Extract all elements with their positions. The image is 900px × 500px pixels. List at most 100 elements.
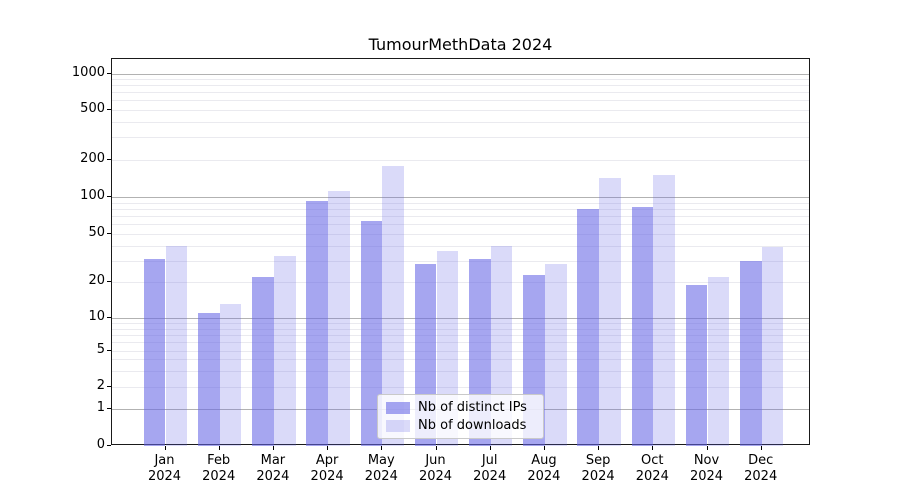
x-tick-month: Apr — [315, 453, 339, 468]
legend-label-downloads: Nb of downloads — [418, 418, 527, 433]
legend-swatch-distinct-ips — [386, 401, 410, 414]
bar-downloads-nov — [707, 277, 730, 446]
gridline-minor — [112, 208, 809, 210]
x-tickmark — [598, 446, 600, 450]
legend-label-distinct-ips: Nb of distinct IPs — [418, 400, 527, 415]
x-tickmark — [543, 446, 545, 450]
y-tickmark — [107, 108, 111, 110]
gridline-minor — [112, 386, 809, 388]
bar-downloads-apr — [328, 190, 350, 446]
bar-distinct-ips-nov — [685, 284, 708, 446]
y-tick-label: 20 — [88, 273, 105, 288]
bar-distinct-ips-dec — [740, 260, 762, 446]
y-tickmark — [107, 408, 111, 409]
x-tick-year: 2024 — [689, 469, 724, 484]
gridline-minor — [112, 224, 809, 226]
x-tickmark — [706, 446, 708, 450]
gridline-minor — [112, 137, 809, 139]
x-tick-month: Sep — [585, 453, 611, 468]
y-tick-label: 5 — [96, 341, 105, 357]
y-tickmark — [107, 281, 111, 282]
gridline-minor — [112, 350, 809, 352]
y-tickmark — [107, 73, 111, 74]
bar-downloads-feb — [219, 304, 242, 446]
x-tick-label: Aug 2024 — [514, 453, 574, 485]
y-tickmark — [107, 349, 111, 351]
x-tickmark — [760, 446, 762, 450]
gridline-major — [112, 197, 809, 198]
x-tick-year: 2024 — [527, 469, 561, 484]
gridline-minor — [112, 282, 809, 283]
x-tickmark — [652, 446, 654, 450]
x-tickmark — [164, 446, 166, 450]
y-tick-label: 1 — [96, 400, 105, 415]
bar-distinct-ips-jan — [143, 259, 166, 446]
bar-distinct-ips-sep — [577, 208, 600, 446]
x-tick-month: May — [367, 453, 395, 468]
y-tick-label: 50 — [88, 225, 105, 240]
gridline-minor — [112, 100, 809, 102]
bar-distinct-ips-apr — [306, 200, 329, 446]
x-tickmark — [218, 446, 220, 450]
x-tick-month: Jul — [481, 453, 498, 468]
plot-area — [111, 58, 810, 446]
bar-downloads-may — [382, 166, 404, 446]
gridline-minor — [112, 370, 809, 372]
x-tick-year: 2024 — [147, 469, 182, 484]
x-tick-month: Oct — [641, 453, 664, 468]
y-tick-label: 2 — [96, 377, 105, 393]
gridline-minor — [112, 322, 809, 324]
gridline-minor — [112, 334, 809, 336]
chart-title: TumourMethData 2024 — [368, 35, 553, 54]
bar-distinct-ips-mar — [252, 277, 274, 446]
x-tick-label: Feb 2024 — [189, 453, 249, 485]
gridline-minor — [112, 85, 809, 87]
x-tick-label: Jul 2024 — [460, 453, 520, 485]
x-tick-label: Jun 2024 — [406, 453, 466, 485]
x-tick-month: Dec — [748, 453, 774, 468]
y-tick-label: 1000 — [71, 65, 105, 80]
y-tick-label: 500 — [80, 100, 105, 116]
y-tickmark — [107, 445, 111, 446]
y-tickmark — [107, 196, 111, 197]
legend-item-distinct-ips: Nb of distinct IPs — [386, 400, 535, 415]
x-tick-month: Jun — [425, 453, 446, 468]
gridline-major — [112, 318, 809, 319]
x-tick-month: Jan — [154, 453, 175, 468]
y-tick-label: 0 — [96, 437, 105, 452]
bar-distinct-ips-feb — [198, 313, 220, 446]
x-tickmark — [381, 446, 383, 450]
x-tick-year: 2024 — [635, 469, 669, 484]
x-tick-year: 2024 — [310, 469, 344, 484]
gridline-minor — [112, 260, 809, 262]
bar-distinct-ips-oct — [631, 206, 654, 446]
y-tickmark — [107, 317, 111, 318]
x-tickmark — [272, 446, 274, 450]
gridline-minor — [112, 328, 809, 330]
x-tick-year: 2024 — [581, 469, 615, 484]
x-tick-month: Feb — [207, 453, 231, 468]
gridline-minor — [112, 202, 809, 204]
legend: Nb of distinct IPs Nb of downloads — [377, 394, 544, 439]
bar-downloads-aug — [544, 264, 567, 446]
y-tick-label: 200 — [80, 150, 105, 166]
y-tickmark — [107, 385, 111, 387]
x-tick-year: 2024 — [364, 469, 398, 484]
x-tickmark — [327, 446, 329, 450]
x-tick-label: Mar 2024 — [243, 453, 303, 485]
bar-downloads-oct — [653, 175, 675, 446]
x-tick-year: 2024 — [202, 469, 236, 484]
y-tickmark — [107, 233, 111, 234]
gridline-minor — [112, 342, 809, 343]
gridline-minor — [112, 79, 809, 81]
gridline-minor — [112, 92, 809, 94]
bar-downloads-mar — [273, 255, 296, 446]
legend-item-downloads: Nb of downloads — [386, 418, 535, 433]
bar-downloads-sep — [599, 178, 621, 446]
gridline-minor — [112, 245, 809, 247]
x-tickmark — [435, 446, 437, 450]
gridline-minor — [112, 216, 809, 217]
y-tickmark — [107, 158, 111, 160]
gridline-minor — [112, 159, 809, 161]
